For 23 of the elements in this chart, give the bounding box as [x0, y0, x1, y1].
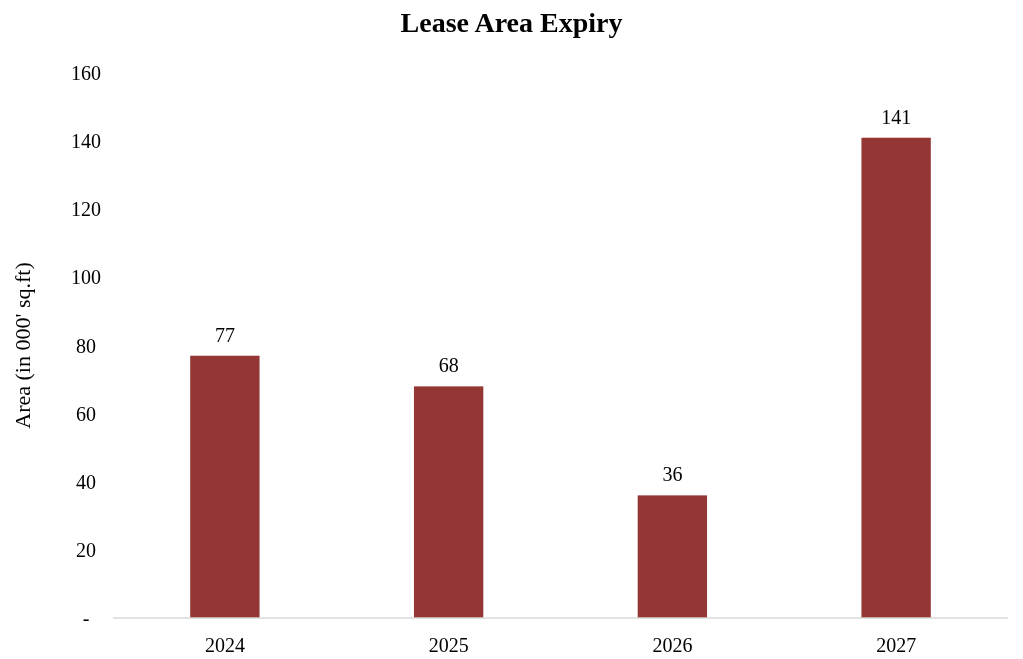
y-tick-label: 140 — [71, 130, 101, 153]
y-tick-label: 80 — [76, 334, 96, 357]
y-tick-label: 120 — [71, 198, 101, 221]
y-tick-label: 60 — [76, 402, 96, 425]
bar — [413, 386, 484, 618]
x-tick-label: 2025 — [428, 634, 469, 656]
bar — [637, 495, 708, 618]
data-label: 36 — [662, 463, 683, 486]
y-axis-title: Area (in 000' sq.ft) — [10, 262, 35, 429]
data-label: 68 — [438, 354, 459, 377]
y-tick-label: 100 — [71, 266, 101, 289]
x-tick-label: 2027 — [876, 634, 917, 656]
y-tick-label: 160 — [71, 62, 101, 84]
x-tick-label: 2026 — [652, 634, 693, 656]
bar — [861, 137, 931, 618]
chart-title: Lease Area Expiry — [400, 7, 623, 38]
y-tick-label: - — [82, 607, 90, 629]
bar — [190, 355, 260, 618]
x-tick-label: 2024 — [204, 634, 245, 656]
data-label: 141 — [881, 105, 912, 128]
y-tick-label: 20 — [76, 538, 96, 561]
y-tick-label: 40 — [76, 470, 96, 493]
data-label: 77 — [214, 323, 235, 346]
